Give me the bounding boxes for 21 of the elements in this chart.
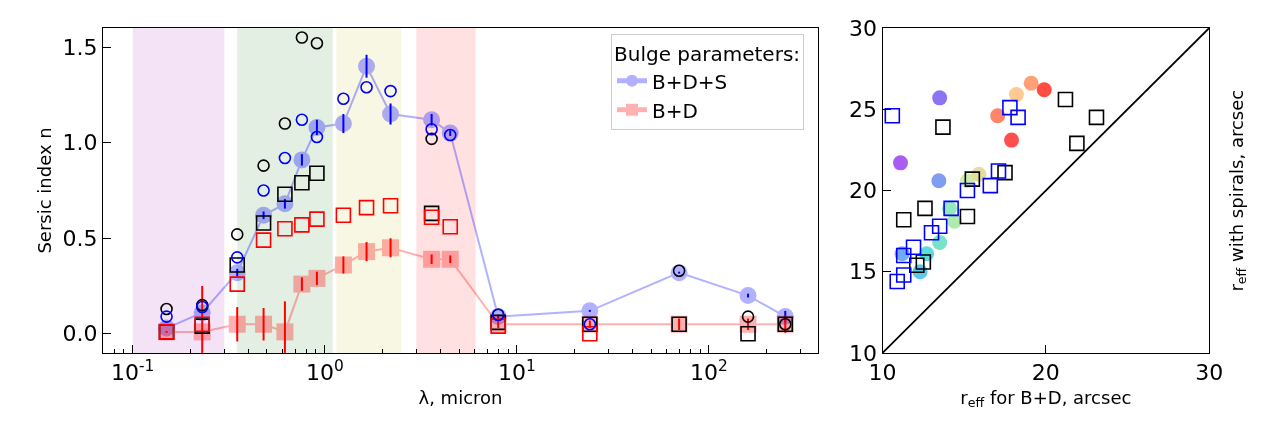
y-tick-label: 20 xyxy=(849,178,878,204)
x-tick-label: 10$^{0}$ xyxy=(305,357,344,386)
legend-label: B+D+S xyxy=(651,69,728,94)
x-tick-label: 10 xyxy=(868,360,897,386)
x-tick-label: 20 xyxy=(1031,360,1060,386)
y-tick-label: 15 xyxy=(849,259,878,285)
x-tick-label: 10$^{-1}$ xyxy=(111,357,155,386)
y-tick-label: 30 xyxy=(849,15,878,41)
x-tick-label: 30 xyxy=(1195,360,1224,386)
x-tick-label: 10$^{1}$ xyxy=(497,357,536,386)
legend-label: B+D xyxy=(651,98,698,123)
legend-title: Bulge parameters: xyxy=(613,42,801,67)
x-tick-label: 10$^{2}$ xyxy=(689,357,728,386)
y-tick-label: 25 xyxy=(849,96,878,122)
y-axis-title: Sersic index n xyxy=(33,127,55,254)
y-tick-label: 1.5 xyxy=(62,34,98,60)
x-axis-title: r$_{eff}$ for B+D, arcsec xyxy=(960,386,1132,411)
x-axis-title: λ, micron xyxy=(418,386,503,408)
y-tick-label: 0.0 xyxy=(62,321,98,347)
y-tick-label: 1.0 xyxy=(62,130,98,156)
y-tick-label: 0.5 xyxy=(62,225,98,251)
